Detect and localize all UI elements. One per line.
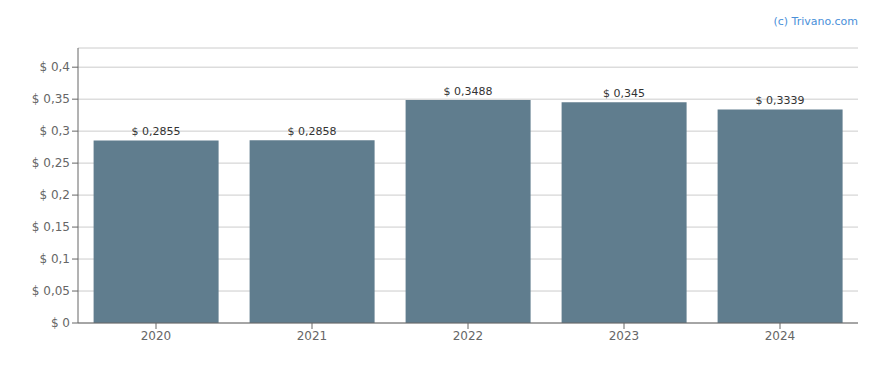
svg-text:$ 0,05: $ 0,05	[32, 284, 70, 298]
svg-text:$ 0,2: $ 0,2	[39, 188, 70, 202]
svg-text:$ 0,2858: $ 0,2858	[288, 125, 337, 138]
html-text:(c) Trivano.com: (c) Trivano.com	[773, 15, 858, 28]
svg-text:$ 0,2855: $ 0,2855	[132, 125, 181, 138]
svg-text:$ 0,35: $ 0,35	[32, 92, 70, 106]
svg-text:2022: 2022	[453, 329, 484, 343]
svg-text:$ 0,25: $ 0,25	[32, 156, 70, 170]
svg-text:2020: 2020	[141, 329, 172, 343]
svg-text:$ 0,3339: $ 0,3339	[756, 94, 805, 107]
svg-text:$ 0: $ 0	[51, 316, 70, 330]
svg-text:$ 0,15: $ 0,15	[32, 220, 70, 234]
svg-text:$ 0,3: $ 0,3	[39, 124, 70, 138]
svg-text:2023: 2023	[609, 329, 640, 343]
svg-text:2024: 2024	[765, 329, 796, 343]
svg-text:$ 0,1: $ 0,1	[39, 252, 70, 266]
svg-text:2021: 2021	[297, 329, 328, 343]
svg-text:$ 0,3488: $ 0,3488	[444, 85, 493, 98]
svg-text:$ 0,345: $ 0,345	[603, 87, 645, 100]
svg-text:$ 0,4: $ 0,4	[39, 60, 70, 74]
